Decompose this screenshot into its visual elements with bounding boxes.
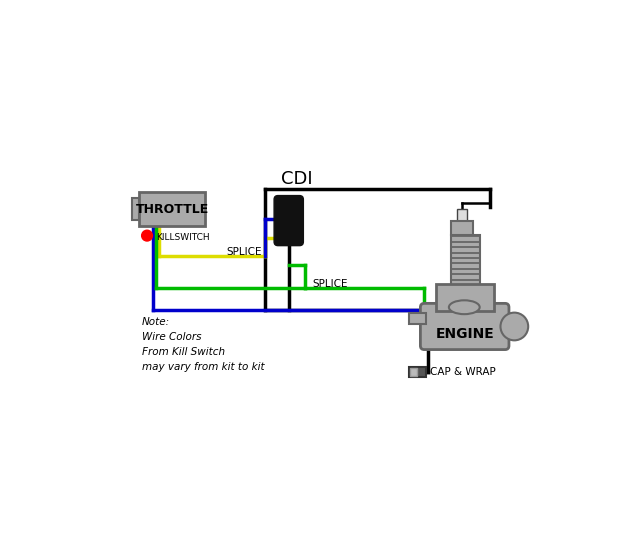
Bar <box>451 221 473 235</box>
Ellipse shape <box>449 300 480 314</box>
Bar <box>436 284 493 311</box>
FancyBboxPatch shape <box>420 303 509 350</box>
Text: SPLICE: SPLICE <box>227 247 262 257</box>
Text: SPLICE: SPLICE <box>312 279 348 289</box>
Circle shape <box>141 230 152 241</box>
Text: CAP & WRAP: CAP & WRAP <box>429 367 495 377</box>
Text: CDI: CDI <box>282 170 313 188</box>
Bar <box>409 367 426 377</box>
Circle shape <box>500 313 528 340</box>
Bar <box>132 198 140 220</box>
Text: KILLSWITCH: KILLSWITCH <box>156 233 210 241</box>
Bar <box>140 192 205 226</box>
Bar <box>458 209 467 221</box>
Bar <box>455 287 477 302</box>
Text: THROTTLE: THROTTLE <box>136 203 209 216</box>
Bar <box>451 235 481 287</box>
Bar <box>409 313 426 324</box>
Text: Note:
Wire Colors
From Kill Switch
may vary from kit to kit: Note: Wire Colors From Kill Switch may v… <box>141 317 264 371</box>
FancyBboxPatch shape <box>274 196 303 246</box>
Bar <box>410 368 417 376</box>
Text: ENGINE: ENGINE <box>435 327 494 341</box>
